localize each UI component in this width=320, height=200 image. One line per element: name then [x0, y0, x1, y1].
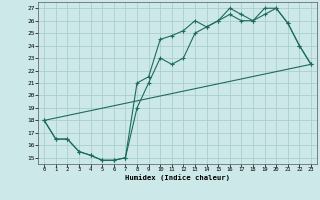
- X-axis label: Humidex (Indice chaleur): Humidex (Indice chaleur): [125, 174, 230, 181]
